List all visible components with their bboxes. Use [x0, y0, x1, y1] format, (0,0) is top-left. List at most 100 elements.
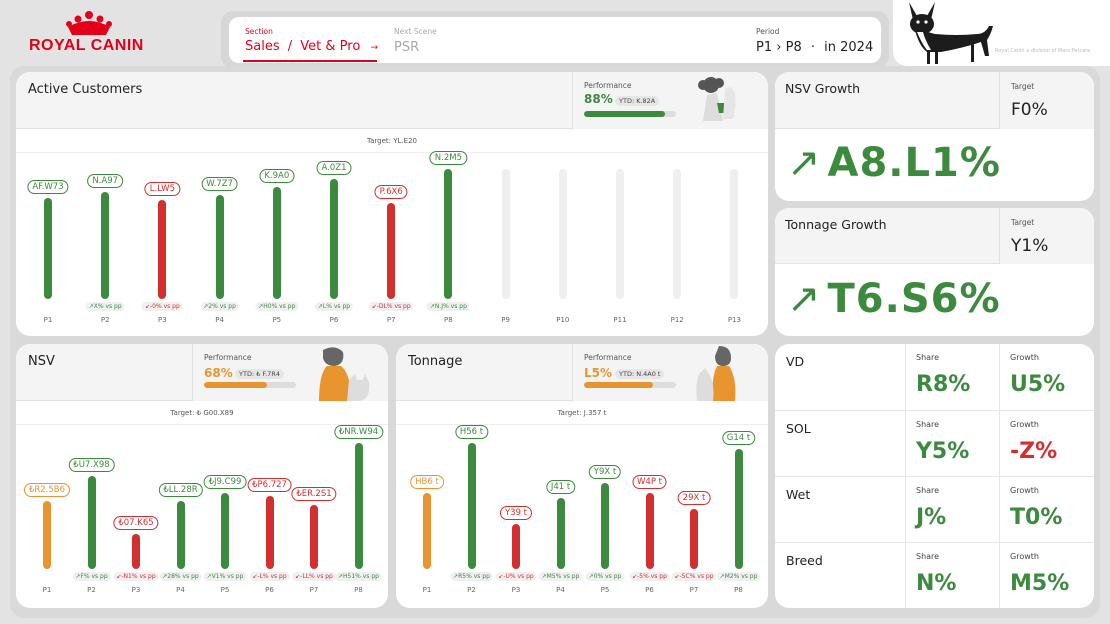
bar-p7[interactable] — [387, 202, 396, 299]
bar-p1[interactable] — [43, 500, 51, 569]
royal-canin-logo[interactable]: ROYAL CANIN — [22, 10, 162, 60]
x-tick-p2: P2 — [467, 586, 476, 594]
bar-p2[interactable] — [87, 475, 96, 569]
section-sub[interactable]: Vet & Pro — [300, 39, 361, 54]
bar-p5[interactable] — [601, 483, 609, 569]
vs-pp-p7: ↙-5C% vs pp — [671, 572, 717, 581]
tonnage-performance[interactable]: Performance L5% YTD: N.4A0 t — [572, 344, 768, 401]
x-tick-p7: P7 — [309, 586, 319, 594]
data-label-p7: P.6X6 — [374, 184, 408, 199]
share-label: Share — [916, 420, 940, 429]
bar-p6[interactable] — [645, 493, 654, 569]
bar-p8[interactable] — [444, 169, 453, 299]
bar-p11[interactable] — [616, 169, 624, 299]
bar-p13[interactable] — [730, 169, 739, 299]
period-year[interactable]: in 2024 — [824, 40, 874, 55]
period-to[interactable]: P8 — [785, 40, 802, 55]
segment-row-breed[interactable]: Breed Share N% Growth M5% — [775, 542, 1094, 608]
next-scene-value[interactable]: PSR — [394, 40, 420, 55]
person-with-dog-illustration — [698, 77, 736, 121]
bar-p1[interactable] — [423, 493, 431, 569]
vs-pp-p6: ↗L% vs pp — [314, 302, 354, 311]
target-line — [16, 424, 388, 425]
x-tick-p2: P2 — [100, 316, 110, 324]
growth-value: M5% — [1010, 571, 1070, 596]
data-label-p2: ₺U7.X98 — [68, 457, 115, 472]
growth-label: Growth — [1010, 420, 1039, 429]
active-customers-target: Target: YL.E20 — [367, 137, 417, 145]
segment-row-vd[interactable]: VD Share R8% Growth U5% — [775, 344, 1094, 410]
growth-value: T0% — [1010, 505, 1063, 530]
bar-p2[interactable] — [101, 192, 110, 299]
segment-growth: Growth T0% — [999, 477, 1094, 543]
bar-p3[interactable] — [512, 523, 520, 569]
bar-p3[interactable] — [158, 200, 167, 299]
bar-p4[interactable] — [176, 500, 185, 569]
performance-value: 68% — [204, 366, 233, 380]
section-label: Section — [245, 27, 273, 36]
section-value[interactable]: Sales — [245, 39, 280, 54]
bar-p1[interactable] — [44, 197, 52, 299]
arrow-up-right-icon: ↗ — [787, 140, 822, 186]
bar-p8[interactable] — [734, 449, 743, 569]
x-tick-p10: P10 — [556, 316, 570, 324]
segments-card: VD Share R8% Growth U5% SOL Share Y5% Growth -Z% W… — [775, 344, 1094, 608]
vs-pp-p5: ↗H0% vs pp — [255, 302, 299, 311]
active-customers-title: Active Customers — [28, 82, 143, 97]
data-label-p3: L.LW5 — [144, 182, 180, 197]
performance-progress-bar — [584, 111, 676, 117]
nsv-performance[interactable]: Performance 68% YTD: ₺ F.7R4 — [192, 344, 388, 401]
vs-pp-p2: ↗F% vs pp — [72, 572, 111, 581]
vs-pp-p6: ↙-5% vs pp — [629, 572, 670, 581]
x-tick-p3: P3 — [158, 316, 167, 324]
x-tick-p8: P8 — [354, 586, 363, 594]
bar-p4[interactable] — [215, 195, 224, 299]
bar-p7[interactable] — [690, 508, 698, 569]
segment-row-wet[interactable]: Wet Share J% Growth T0% — [775, 476, 1094, 543]
data-label-p8: G14 t — [721, 431, 756, 446]
segment-row-sol[interactable]: SOL Share Y5% Growth -Z% — [775, 410, 1094, 477]
data-label-p4: W.7Z7 — [201, 177, 238, 191]
bar-p6[interactable] — [265, 495, 274, 569]
bar-p8[interactable] — [354, 443, 363, 569]
brand-name: ROYAL CANIN — [29, 37, 144, 54]
period-label: Period — [756, 27, 780, 36]
bar-p10[interactable] — [558, 169, 567, 299]
brand-tagline: Royal Canin a division of Mars Petcare — [995, 48, 1091, 54]
bar-p2[interactable] — [467, 443, 476, 569]
vs-pp-p5: ↗0% vs pp — [585, 572, 625, 581]
data-label-p3: Y39 t — [499, 505, 533, 520]
segment-name: Breed — [786, 553, 823, 568]
dog-panel: Royal Canin a division of Mars Petcare — [893, 0, 1110, 66]
bar-p5[interactable] — [221, 493, 229, 569]
period-selector[interactable]: P1 › P8 · in 2024 — [756, 40, 873, 55]
x-tick-p12: P12 — [670, 316, 684, 324]
segment-name: VD — [786, 354, 805, 369]
arrow-right-icon: → — [370, 43, 378, 53]
section-crumb[interactable]: Sales / Vet & Pro → — [245, 39, 378, 54]
active-customers-performance[interactable]: Performance 88% YTD: K.82A — [572, 72, 768, 129]
share-value: J% — [916, 505, 947, 530]
x-tick-p9: P9 — [501, 316, 510, 324]
data-label-p1: AF.W73 — [27, 179, 69, 194]
bar-p7[interactable] — [310, 504, 318, 569]
bar-p6[interactable] — [330, 179, 338, 299]
vs-pp-p8: ↗N.J% vs pp — [426, 302, 470, 311]
segment-growth: Growth -Z% — [999, 411, 1094, 477]
bar-p4[interactable] — [556, 498, 565, 569]
growth-value: -Z% — [1010, 439, 1058, 464]
x-tick-p1: P1 — [42, 586, 52, 594]
bar-p5[interactable] — [272, 187, 281, 299]
vs-pp-p6: ↙-L% vs pp — [249, 572, 290, 581]
share-value: N% — [916, 571, 957, 596]
x-tick-p7: P7 — [386, 316, 396, 324]
growth-label: Growth — [1010, 486, 1039, 495]
bar-p3[interactable] — [132, 533, 140, 569]
x-tick-p6: P6 — [645, 586, 654, 594]
bar-p12[interactable] — [673, 169, 682, 299]
nsv-target: Target: ₺ G00.X89 — [170, 409, 234, 417]
bar-p9[interactable] — [501, 169, 510, 299]
vs-pp-p2: ↗X% vs pp — [85, 302, 125, 311]
data-label-p6: W4P t — [632, 475, 667, 490]
period-from[interactable]: P1 — [756, 40, 773, 55]
